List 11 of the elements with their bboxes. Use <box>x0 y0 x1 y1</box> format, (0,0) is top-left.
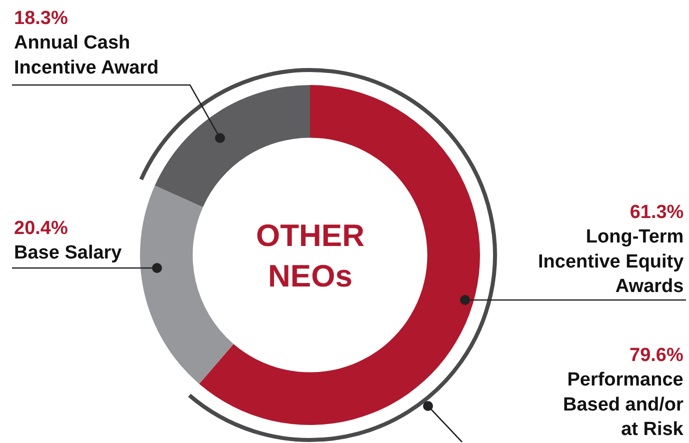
text: 79.6% Performance Based and/or at Risk <box>563 345 684 440</box>
slice-label: Base Salary <box>14 242 122 264</box>
data-label: 61.3% <box>630 202 684 223</box>
donut-slice <box>140 186 234 384</box>
slice-label: Annual Cash Incentive Award <box>14 32 159 78</box>
text: OTHER NEOs <box>256 218 364 294</box>
data-label: 20.4% <box>14 218 68 239</box>
slice-label: Long-Term Incentive Equity Awards <box>538 226 684 298</box>
donut-slice <box>199 85 480 425</box>
donut-slice <box>154 85 310 208</box>
data-label: 18.3% <box>14 8 68 29</box>
